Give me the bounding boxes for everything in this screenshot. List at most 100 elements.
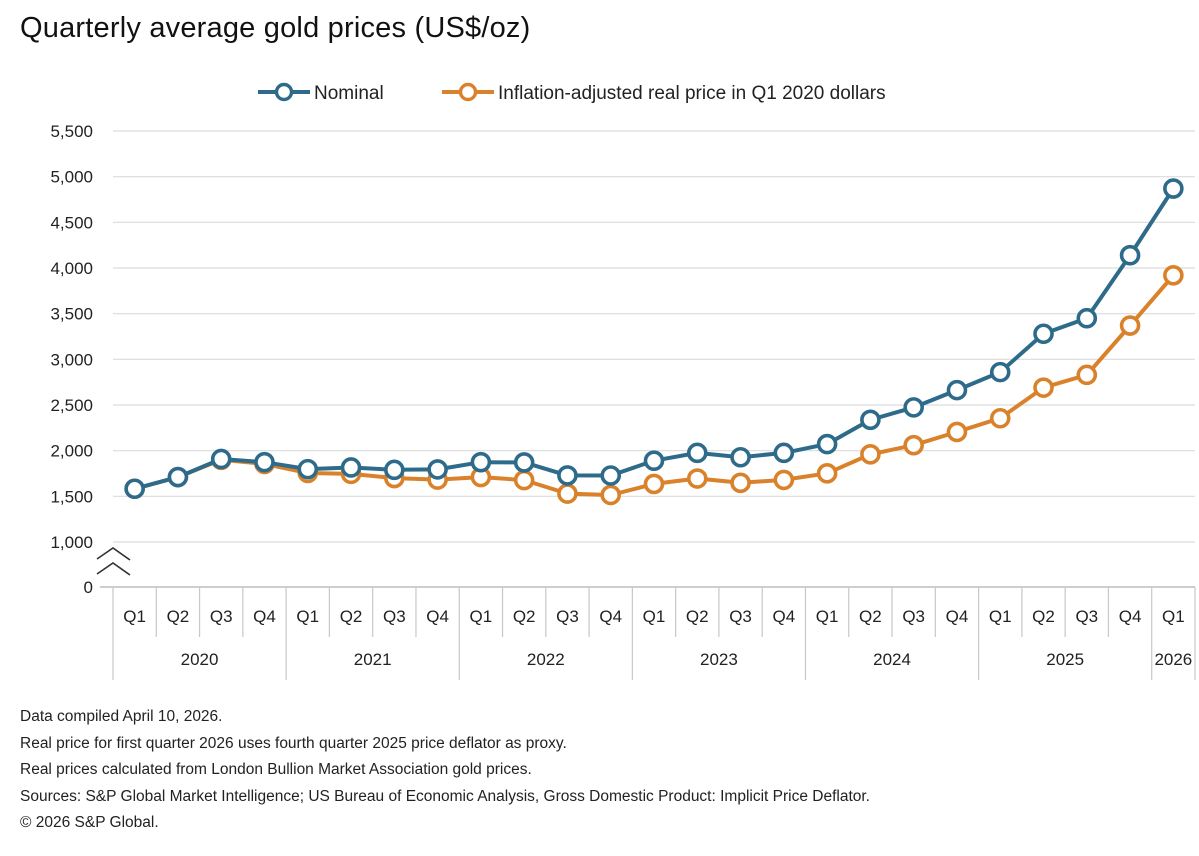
x-quarter-label: Q4 — [772, 607, 795, 626]
x-quarter-label: Q4 — [599, 607, 622, 626]
legend-swatch-marker — [458, 82, 478, 102]
x-quarter-label: Q1 — [816, 607, 839, 626]
data-point — [643, 473, 665, 495]
x-year-label: 2021 — [354, 650, 392, 669]
data-point — [946, 379, 968, 401]
data-point — [1033, 323, 1054, 345]
y-tick-label: 1,000 — [50, 533, 93, 552]
x-quarter-label: Q2 — [1032, 607, 1055, 626]
data-point — [1119, 315, 1141, 336]
x-year-label: 2024 — [873, 650, 911, 669]
x-quarter-label: Q1 — [989, 607, 1012, 626]
data-point — [816, 463, 838, 484]
x-quarter-label: Q3 — [1075, 607, 1098, 626]
data-point — [1076, 364, 1098, 386]
data-point — [557, 483, 578, 504]
note-data-compiled: Data compiled April 10, 2026. — [20, 708, 223, 725]
data-point — [513, 452, 535, 473]
data-point — [643, 450, 665, 472]
series-line — [134, 187, 1176, 491]
data-point — [513, 469, 535, 491]
data-point — [989, 361, 1011, 383]
data-point — [989, 407, 1011, 429]
data-point — [297, 458, 319, 480]
note-copyright: © 2026 S&P Global. — [20, 814, 159, 831]
x-quarter-label: Q2 — [686, 607, 709, 626]
x-quarter-label: Q3 — [556, 607, 579, 626]
data-point — [686, 468, 708, 489]
data-point — [210, 448, 232, 470]
chart-notes: Data compiled April 10, 2026. Real price… — [20, 704, 870, 837]
data-point — [816, 433, 838, 455]
note-real-price-method: Real prices calculated from London Bulli… — [20, 761, 532, 778]
data-point — [1119, 244, 1141, 266]
data-point — [730, 446, 751, 468]
data-point — [946, 421, 968, 443]
y-tick-label: 3,500 — [50, 305, 93, 324]
x-quarter-label: Q4 — [946, 607, 969, 626]
data-point — [340, 457, 362, 478]
y-tick-label: 4,500 — [50, 213, 93, 232]
data-point — [1033, 377, 1054, 398]
legend-swatch-marker — [274, 82, 294, 102]
x-quarter-label: Q2 — [859, 607, 882, 626]
x-year-label: 2022 — [527, 650, 565, 669]
x-axis: Q1 Q2 Q3 Q4 Q1 Q2 Q3 Q4 Q1 Q2 Q3 Q4 Q1 Q2 Q3 Q4 Q1 Q2 Q3 Q4… — [112, 587, 1196, 680]
data-point — [773, 442, 795, 464]
y-tick-label: 5,500 — [50, 122, 93, 141]
y-tick-label: 2,500 — [50, 396, 93, 415]
y-axis: 5,500 5,000 4,500 4,000 3,500 3,000 2,500 2,000… — [50, 122, 131, 597]
y-tick-label: 3,000 — [50, 350, 93, 369]
note-sources: Sources: S&P Global Market Intelligence;… — [20, 787, 870, 805]
x-year-label: 2023 — [700, 650, 738, 669]
x-quarter-label: Q3 — [729, 607, 752, 626]
x-quarter-label: Q1 — [1162, 607, 1185, 626]
data-point — [167, 466, 189, 488]
gold-price-chart: Nominal Inflation-adjusted real price in … — [50, 82, 1196, 680]
data-point — [903, 434, 924, 456]
data-point — [860, 444, 881, 465]
x-quarter-label: Q3 — [383, 607, 406, 626]
data-point — [1163, 265, 1184, 286]
x-year-label: 2020 — [181, 650, 219, 669]
data-point — [773, 469, 795, 491]
x-quarter-label: Q2 — [167, 607, 190, 626]
data-point — [384, 459, 405, 481]
grid-lines — [100, 130, 1195, 588]
x-quarter-label: Q2 — [340, 607, 363, 626]
x-quarter-label: Q3 — [902, 607, 925, 626]
legend-item-nominal: Nominal — [258, 82, 384, 104]
x-quarter-label: Q1 — [296, 607, 319, 626]
data-point — [470, 451, 492, 473]
data-point — [427, 459, 448, 480]
y-tick-label: 5,000 — [50, 168, 93, 187]
x-quarter-label: Q3 — [210, 607, 233, 626]
x-year-label: 2026 — [1154, 650, 1192, 669]
x-quarter-label: Q2 — [513, 607, 536, 626]
data-point — [1076, 307, 1098, 329]
y-tick-label-zero: 0 — [84, 578, 93, 597]
note-real-price-proxy: Real price for first quarter 2026 uses f… — [20, 734, 567, 752]
data-point — [124, 478, 145, 500]
x-quarter-label: Q4 — [253, 607, 276, 626]
data-point — [686, 442, 708, 464]
data-point — [903, 397, 924, 418]
legend-label: Nominal — [314, 83, 384, 104]
series-nominal — [124, 178, 1184, 500]
y-tick-label: 1,500 — [50, 487, 93, 506]
x-quarter-label: Q1 — [643, 607, 666, 626]
x-quarter-label: Q4 — [1119, 607, 1142, 626]
data-point — [557, 465, 578, 486]
x-year-label: 2025 — [1046, 650, 1084, 669]
data-point — [254, 451, 275, 473]
data-point — [600, 465, 622, 486]
x-quarter-label: Q1 — [470, 607, 493, 626]
axis-break-icon — [96, 547, 131, 576]
legend-item-real: Inflation-adjusted real price in Q1 2020… — [442, 82, 886, 104]
y-tick-label: 2,000 — [50, 442, 93, 461]
legend-label: Inflation-adjusted real price in Q1 2020… — [498, 83, 886, 104]
data-point — [860, 409, 881, 431]
chart-title: Quarterly average gold prices (US$/oz) — [20, 12, 531, 44]
data-point — [730, 472, 751, 494]
legend: Nominal Inflation-adjusted real price in … — [258, 82, 886, 104]
